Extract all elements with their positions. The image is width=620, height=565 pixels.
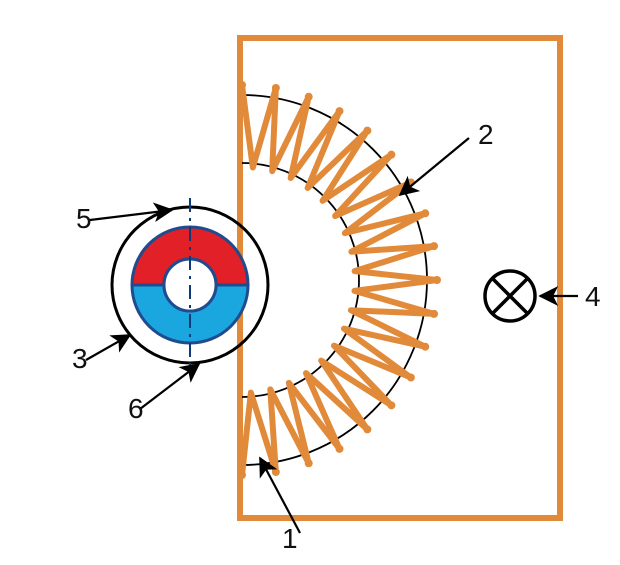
coil-cap [238,471,246,479]
leader-arrow-3 [86,335,130,360]
coil-cap [430,242,438,250]
coil-cap [387,151,395,159]
rotor-assembly [112,198,268,372]
core-inner-arc [242,163,359,397]
coil-cap [305,459,313,467]
label-2: 2 [478,119,494,150]
coil-cap [387,401,395,409]
leader-arrow-6 [140,364,199,409]
leader-arrow-2 [400,138,469,195]
coil-cap [363,127,371,135]
label-4: 4 [585,281,601,312]
coil-cap [336,107,344,115]
coil-cap [430,310,438,318]
coil-cap [421,209,429,217]
coil-cap [433,276,441,284]
coil-cap [336,445,344,453]
leader-arrow-1 [260,458,300,533]
coil-cap [407,374,415,382]
leader-arrow-5 [90,210,172,220]
coil-cap [272,468,280,476]
label-3: 3 [72,343,88,374]
lamp-symbol [485,271,535,321]
coil-cap [421,343,429,351]
coil-cap [363,425,371,433]
coil-zigzag [242,85,437,475]
coil-cap [272,84,280,92]
label-5: 5 [76,203,92,234]
coil-cap [238,81,246,89]
label-1: 1 [282,523,298,554]
coil-cap [305,93,313,101]
label-6: 6 [128,393,144,424]
